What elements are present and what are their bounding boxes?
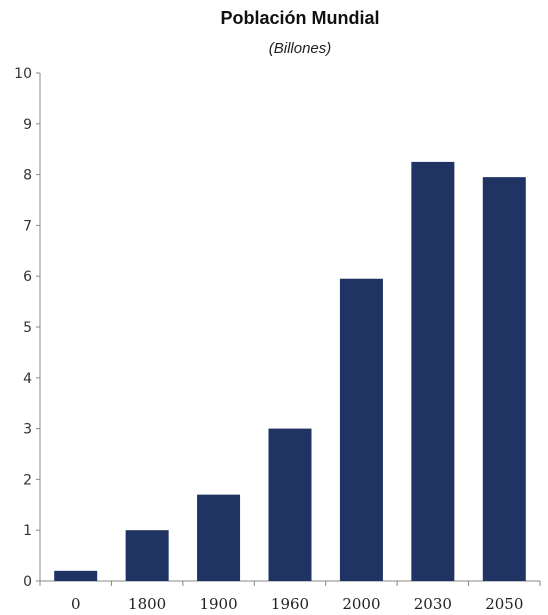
y-tick-label: 0 [23,574,32,590]
bar-1900 [197,494,241,581]
bar-2000 [339,278,383,581]
bars [54,161,526,581]
y-tick-label: 10 [14,66,32,82]
x-tick-label: 2050 [485,595,523,613]
bar-2050 [482,177,526,581]
chart-subtitle: (Billones) [268,40,332,57]
y-axis: 0 1 2 3 4 5 6 7 8 9 10 [14,66,41,590]
x-tick-label: 2000 [342,595,380,613]
y-tick-label: 7 [23,218,32,234]
x-tick-label: 1960 [271,595,309,613]
y-tick-label: 4 [23,371,32,387]
x-axis: 0 1800 1900 1960 2000 2030 2050 [39,580,541,613]
y-tick-label: 3 [23,422,32,438]
x-tick-label: 1900 [199,595,237,613]
bar-1960 [268,428,312,581]
y-tick-label: 8 [23,168,32,184]
x-tick-label: 1800 [128,595,166,613]
y-tick-label: 9 [23,117,32,133]
y-tick-label: 1 [23,523,32,539]
x-tick-label: 2030 [414,595,452,613]
y-tick-label: 6 [23,269,32,285]
bar-1800 [125,530,169,581]
y-tick-label: 5 [23,320,32,336]
y-tick-label: 2 [23,472,32,488]
bar-0 [54,570,98,581]
bar-2030 [411,161,455,581]
chart-title: Población Mundial [220,8,380,28]
x-tick-label: 0 [71,595,81,613]
